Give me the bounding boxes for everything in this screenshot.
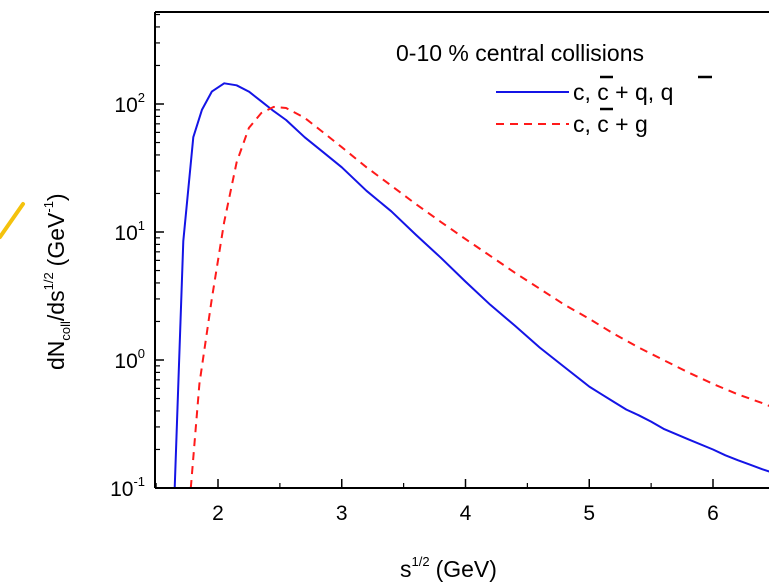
legend-label-series-1-d: q: [661, 79, 674, 105]
series-line-1: [173, 82, 769, 488]
y-axis-title-mid: /ds: [43, 290, 69, 321]
y-axis-title-sub: coll: [58, 321, 73, 341]
legend-label-series-1-b: c: [597, 79, 609, 105]
y-axis-title-unit-sup: -1: [41, 201, 56, 213]
y-tick-label-0: 100: [114, 346, 145, 373]
y-tick-label--1: 10-1: [110, 474, 145, 501]
y-tick-label-2: 102: [114, 90, 145, 117]
legend-header: 0-10 % central collisions: [396, 40, 644, 66]
legend-label-series-2: c, c + g: [573, 111, 648, 137]
y-axis-title-unit-close: ): [43, 193, 69, 201]
y-tick-label-1: 101: [114, 218, 145, 245]
x-axis-title: s1/2 (GeV): [400, 554, 497, 582]
legend: 0-10 % central collisions c, c + q, q c,…: [396, 40, 712, 137]
series-layer: [173, 82, 769, 488]
ticks-layer: 2 3 4 5 6 10-1 100 101 102: [110, 13, 719, 525]
legend-label-series-1-a: c,: [573, 79, 597, 105]
legend-label-series-2-a: c,: [573, 111, 597, 137]
x-axis-title-sup: 1/2: [412, 554, 430, 569]
y-axis-title-unit-open: (GeV: [43, 212, 69, 266]
x-tick-label-5: 5: [583, 502, 595, 525]
y-axis-title-main: dN: [43, 341, 69, 370]
y-axis-title-sup: 1/2: [41, 272, 56, 290]
legend-label-series-1-c: + q,: [609, 79, 661, 105]
x-tick-label-2: 2: [212, 502, 224, 525]
series-line-2: [189, 105, 769, 488]
x-axis-title-unit: (GeV): [436, 556, 497, 582]
x-tick-label-6: 6: [707, 502, 719, 525]
legend-label-series-2-c: + g: [609, 111, 648, 137]
legend-label-series-1: c, c + q, q: [573, 79, 673, 105]
yellow-stroke-decoration: [0, 202, 25, 239]
y-axis-title: dNcoll/ds1/2 (GeV-1): [41, 193, 73, 370]
plot-content: 2 3 4 5 6 10-1 100 101 102: [110, 13, 769, 525]
legend-label-series-2-b: c: [597, 111, 609, 137]
x-axis-title-main: s: [400, 556, 412, 582]
x-tick-label-3: 3: [336, 502, 348, 525]
x-tick-label-4: 4: [460, 502, 472, 525]
